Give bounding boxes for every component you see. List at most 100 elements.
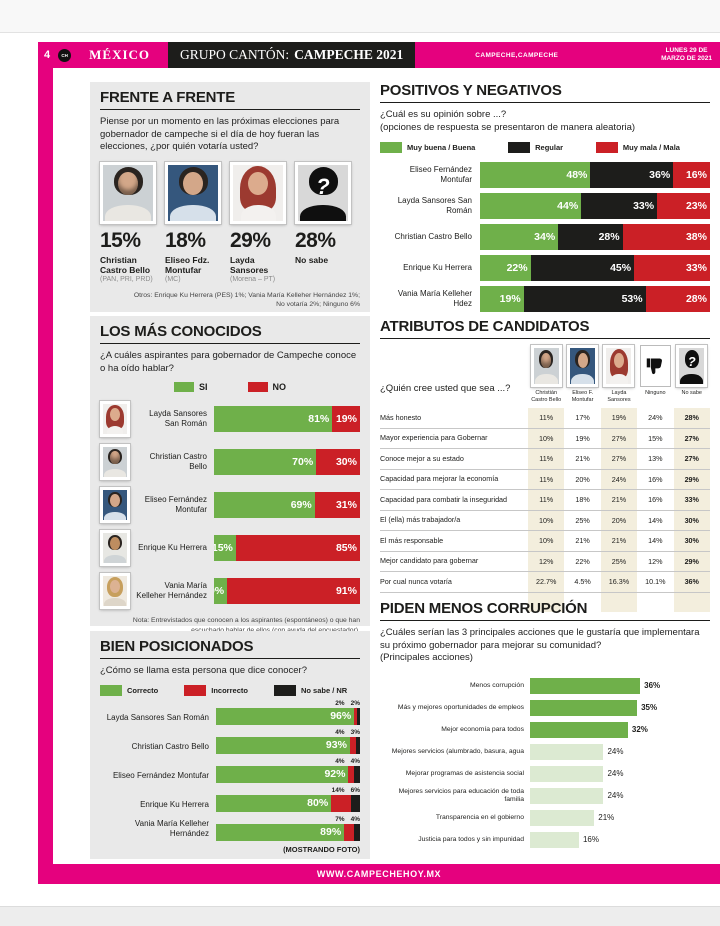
column-header: Ninguno	[637, 345, 673, 406]
opinion-bar-row: Christian Castro Bello 34% 28% 38%	[380, 224, 710, 251]
section-question: ¿Quién cree usted que sea ...?	[380, 383, 511, 394]
candidate-photo	[100, 161, 156, 224]
bar-segment-incorrect	[354, 707, 358, 725]
bar-segment-si: 15%	[214, 535, 236, 562]
page-number: 4	[44, 49, 51, 61]
table-row: Capacidad para mejorar la economía 11% 20%…	[380, 468, 710, 489]
table-row: Más honesto 11% 17% 19% 24% 28%	[380, 408, 710, 428]
accion-bar-row: Mejores servicios para educación de toda…	[398, 787, 624, 804]
recognition-bar-row: Christian Castro Bello 70% 30%	[100, 444, 360, 481]
bar-segment-correct: 92%	[216, 765, 349, 783]
recognition-bar-row: Layda Sansores San Román 81% 19%	[100, 401, 360, 438]
bar-segment-correct: 89%	[216, 823, 345, 841]
legend: Correcto Incorrecto No sabe / NR	[100, 684, 360, 696]
table-row: Capacidad para combatir la inseguridad 11…	[380, 489, 710, 510]
accion-bar-row: Mejor economía para todos 32%	[380, 719, 710, 741]
table-row: El (ella) más trabajador/a 10% 25% 20% 14% 30…	[380, 509, 710, 530]
naming-bar-row: Enrique Ku Herrera 14% 6% 80%	[100, 787, 360, 812]
bar-segment-good: 22%	[480, 255, 531, 282]
bar-segment-si: 9%	[214, 578, 228, 605]
unknown-silhouette-icon	[295, 161, 351, 224]
section-atributos: ATRIBUTOS DE CANDIDATOS ¿Quién cree uste…	[380, 318, 710, 612]
bar-segment-incorrect	[349, 736, 356, 754]
candidate-party: (MC)	[165, 275, 181, 283]
atributos-table: Más honesto 11% 17% 19% 24% 28% Mayor experie…	[380, 408, 710, 612]
section-title: PIDEN MENOS CORRUPCIÓN	[380, 600, 710, 621]
table-row: Conoce mejor a su estado 11% 21% 27% 13% 27%	[380, 448, 710, 469]
legend-swatch-red-icon	[595, 142, 618, 154]
candidate-card: 15% Christian Castro Bello (PAN, PRI, PR…	[100, 161, 165, 283]
bar-segment-regular: 28%	[558, 224, 623, 251]
table-row: El más responsable 10% 21% 21% 14% 30%	[380, 530, 710, 551]
candidate-name: Layda Sansores	[230, 254, 269, 275]
bar-segment-nosabe	[354, 823, 360, 841]
mostrando-foto-note: (MOSTRANDO FOTO)	[283, 844, 360, 854]
section-title: LOS MÁS CONOCIDOS	[100, 323, 360, 344]
bar-segment-no: 30%	[316, 449, 360, 476]
accion-bar-row: Menos corrupción 36%	[380, 675, 710, 697]
bar-segment-no: 19%	[332, 406, 360, 433]
section-title: POSITIVOS Y NEGATIVOS	[380, 82, 710, 103]
bar-segment-si: 69%	[214, 492, 315, 519]
recognition-bar-row: Vania María Kelleher Hernández 9%91%	[100, 573, 360, 610]
bar	[530, 721, 628, 738]
bar-segment-good: 44%	[480, 193, 582, 220]
candidate-photo	[100, 401, 130, 438]
footer-url: WWW.CAMPECHEHOY.MX	[316, 869, 442, 879]
legend: SI NO	[100, 382, 360, 393]
bar-segment-si: 70%	[214, 449, 317, 476]
bar-segment-bad: 23%	[657, 193, 710, 220]
acciones-bars: Menos corrupción 36% Más y mejores oportu…	[380, 675, 710, 851]
candidate-photo	[530, 345, 562, 387]
candidate-photo	[100, 530, 130, 567]
bar	[530, 743, 604, 760]
legend: Muy buena / Buena Regular Muy mala / Mal…	[380, 142, 680, 154]
opinion-bar-row: Enrique Ku Herrera 22% 45% 33%	[380, 255, 710, 282]
bar	[530, 787, 604, 804]
recognition-bar-row: Eliseo Fernández Montufar 69% 31%	[100, 487, 360, 524]
campeche-hoy-logo-icon: CH	[58, 48, 72, 62]
bar	[530, 831, 579, 848]
bar-segment-incorrect	[348, 765, 355, 783]
bar-segment-incorrect	[344, 823, 355, 841]
left-frame	[38, 42, 53, 884]
naming-bar-row: Vania María Kelleher Hernández 7% 4% 89%	[100, 816, 360, 841]
conocidos-note: Nota: Entrevistados que conocen a los as…	[132, 617, 360, 634]
legend-swatch-green-icon	[380, 142, 402, 154]
candidate-percent: 29%	[230, 228, 271, 252]
section-title: BIEN POSICIONADOS	[100, 638, 360, 659]
accion-bar-row: Justicia para todos y sin impunidad 16%	[380, 829, 710, 851]
opinion-bar-row: Vania María Kelleher Hdez 19% 53% 28%	[380, 286, 710, 313]
bar-segment-bad: 16%	[673, 162, 710, 189]
section-mas-conocidos: LOS MÁS CONOCIDOS ¿A cuáles aspirantes p…	[90, 316, 370, 634]
bar-segment-regular: 53%	[523, 286, 646, 313]
section-question: ¿A cuáles aspirantes para gobernador de …	[100, 350, 357, 374]
bar-segment-nosabe	[355, 736, 360, 754]
section-frente-a-frente: FRENTE A FRENTE Piense por un momento en…	[90, 82, 370, 312]
section-title: ATRIBUTOS DE CANDIDATOS	[380, 318, 710, 339]
frente-footnote: Otros: Enrique Ku Herrera (PES) 1%; Vani…	[133, 291, 360, 309]
candidate-percent: 15%	[100, 228, 141, 252]
accion-bar-row: Más y mejores oportunidades de empleos 35…	[380, 697, 710, 719]
accion-bar-row: Transparencia en el gobierno 21%	[380, 807, 710, 829]
legend-swatch-black-icon	[273, 684, 296, 696]
section-bien-posicionados: BIEN POSICIONADOS ¿Cómo se llama esta pe…	[90, 631, 370, 859]
legend-swatch-green-icon	[173, 382, 194, 393]
bar-segment-good: 34%	[480, 224, 559, 251]
location-label: CAMPECHE,CAMPECHE	[475, 51, 559, 59]
section-title: FRENTE A FRENTE	[100, 89, 360, 110]
bar-segment-correct: 96%	[216, 707, 355, 725]
bar-segment-regular: 33%	[581, 193, 658, 220]
candidate-name: No sabe	[295, 254, 329, 265]
bar-segment-regular: 36%	[590, 162, 674, 189]
legend-swatch-red-icon	[247, 382, 268, 393]
table-row: Mejor candidato para gobernar 12% 22% 25% 12…	[380, 550, 710, 571]
top-strip	[0, 0, 720, 33]
section-piden-menos-corrupcion: PIDEN MENOS CORRUPCIÓN ¿Cuáles serían la…	[380, 600, 710, 851]
candidate-photo	[100, 573, 130, 610]
bar-segment-nosabe	[357, 707, 361, 725]
candidate-cards: 15% Christian Castro Bello (PAN, PRI, PR…	[100, 161, 360, 283]
bar-segment-nosabe	[351, 794, 360, 812]
column-header: No sabe	[674, 345, 710, 406]
